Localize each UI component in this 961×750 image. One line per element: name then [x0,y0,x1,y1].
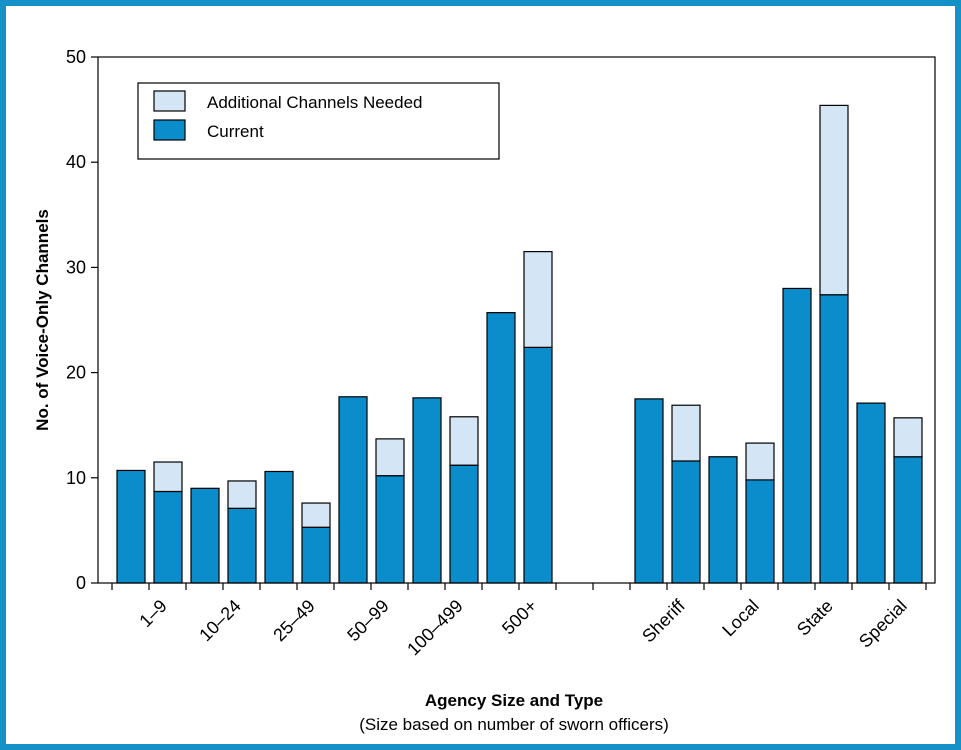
y-tick-label: 0 [76,573,86,593]
y-tick-label: 50 [66,47,86,67]
x-axis-title: Agency Size and Type [425,691,603,710]
bar-current [708,456,738,584]
bar-current [375,475,405,584]
bar-current [264,470,294,584]
y-tick-label: 10 [66,468,86,488]
bar-current [449,464,479,584]
bar-current [856,402,886,584]
legend-swatch-current [153,119,186,141]
bar-additional [745,442,775,481]
legend-label-current: Current [207,122,264,141]
bar-additional [523,251,553,348]
x-tick-label: Local [718,596,763,641]
bar-current [338,396,368,584]
bar-additional [375,438,405,477]
bar-current [190,487,220,584]
x-tick-label: 10–24 [195,596,245,646]
plot-area-frame [97,56,936,584]
x-tick-label: 25–49 [269,596,319,646]
bar-current [893,456,923,584]
bar-current [301,526,331,584]
bar-additional [153,461,183,493]
bar-current [153,490,183,584]
y-tick-label: 20 [66,363,86,383]
bar-additional [819,104,849,296]
bar-current [116,469,146,584]
bar-additional [893,417,923,458]
x-tick-label: 50–99 [343,596,393,646]
bar-current [745,479,775,584]
bar-current [486,312,516,584]
x-tick-label: State [793,596,837,640]
bar-current [634,398,664,584]
x-tick-label: 1–9 [135,596,170,631]
bar-additional [301,502,331,528]
y-tick-label: 30 [66,257,86,277]
x-tick-label: 100–499 [403,596,467,660]
bar-additional [227,480,257,509]
bar-current [671,460,701,584]
x-tick-label: Sheriff [638,595,689,646]
y-tick-label: 40 [66,152,86,172]
x-tick-label: Special [855,596,911,652]
bar-current [227,507,257,584]
legend-swatch-additional [153,90,186,112]
bar-current [412,397,442,584]
bars-layer [116,104,923,584]
x-tick-label: 500+ [498,596,541,639]
y-axis-title: No. of Voice-Only Channels [33,209,52,431]
bar-additional [671,404,701,462]
bar-additional [449,416,479,466]
legend: Additional Channels Needed Current [137,82,500,160]
bar-current [523,346,553,584]
bar-current [782,287,812,584]
bar-current [819,294,849,584]
x-axis-subtitle: (Size based on number of sworn officers) [359,715,669,734]
legend-box [137,82,500,160]
legend-label-additional: Additional Channels Needed [207,93,423,112]
